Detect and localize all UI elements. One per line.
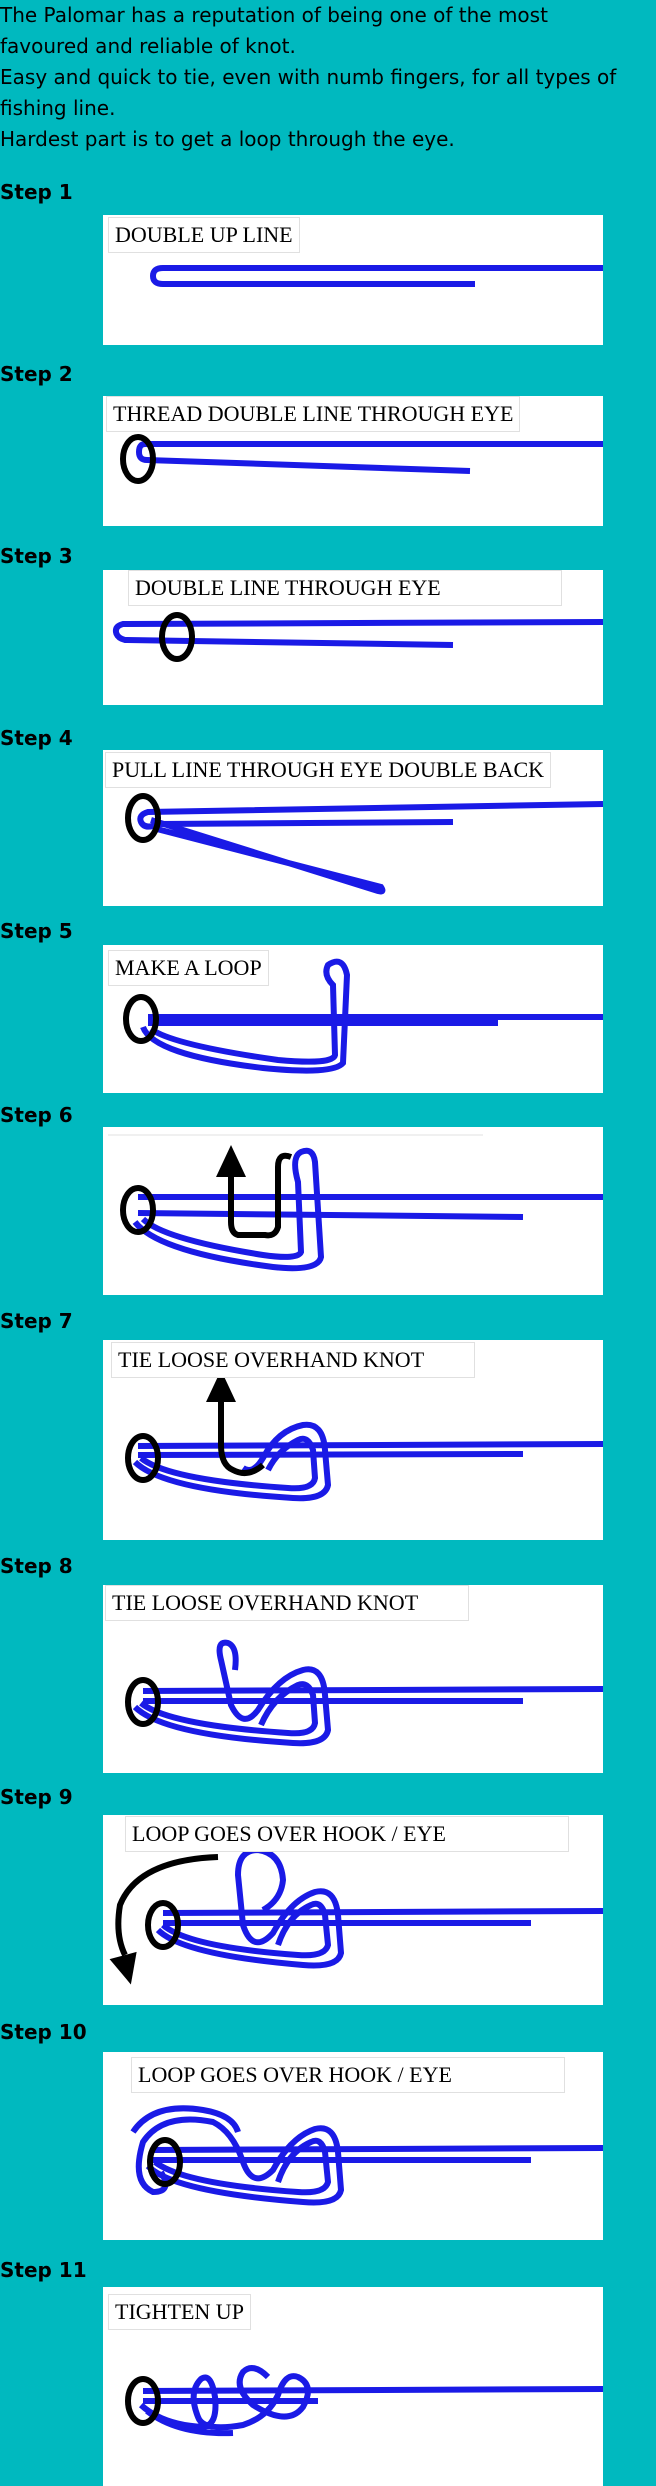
knot-diagram-step-4 <box>125 793 603 895</box>
step-9-caption: LOOP GOES OVER HOOK / EYE <box>125 1816 569 1852</box>
intro-line: fishing line. <box>0 96 116 120</box>
step-1-label: Step 1 <box>0 180 73 204</box>
step-8-image: TIE LOOSE OVERHAND KNOT <box>103 1585 603 1773</box>
intro-line: The Palomar has a reputation of being on… <box>0 3 548 27</box>
step-2-caption: THREAD DOUBLE LINE THROUGH EYE <box>106 396 521 432</box>
step-10-image: LOOP GOES OVER HOOK / EYE <box>103 2052 603 2240</box>
arrow-up-icon <box>216 1145 246 1177</box>
hook-eye-icon <box>125 1677 161 1727</box>
arrow-down-icon <box>109 1951 137 1985</box>
step-4-caption: PULL LINE THROUGH EYE DOUBLE BACK <box>105 752 552 788</box>
step-10-caption: LOOP GOES OVER HOOK / EYE <box>131 2057 565 2093</box>
step-2-image: THREAD DOUBLE LINE THROUGH EYE <box>103 396 603 526</box>
hook-eye-icon <box>120 434 156 484</box>
arrow-up-icon <box>206 1370 236 1402</box>
step-11-caption: TIGHTEN UP <box>108 2294 251 2330</box>
hook-eye-icon <box>159 612 195 662</box>
step-3-caption: DOUBLE LINE THROUGH EYE <box>128 570 562 606</box>
step-8-caption: TIE LOOSE OVERHAND KNOT <box>105 1585 469 1621</box>
knot-diagram-step-5 <box>123 958 603 1074</box>
step-6-label: Step 6 <box>0 1103 73 1127</box>
step-11-label: Step 11 <box>0 2258 87 2282</box>
step-4-label: Step 4 <box>0 726 73 750</box>
knot-diagram-step-9 <box>109 1846 603 1985</box>
knot-diagram-step-10 <box>130 2105 603 2206</box>
step-6-image <box>103 1127 603 1295</box>
hook-eye-icon <box>147 2137 183 2187</box>
hook-eye-icon <box>120 1185 156 1235</box>
knot-diagram-step-7 <box>125 1370 603 1502</box>
step-11-image: TIGHTEN UP <box>103 2287 603 2486</box>
knot-diagram-step-3 <box>112 612 603 662</box>
step-4-image: PULL LINE THROUGH EYE DOUBLE BACK <box>103 750 603 906</box>
step-7-image: TIE LOOSE OVERHAND KNOT <box>103 1340 603 1540</box>
step-5-label: Step 5 <box>0 919 73 943</box>
step-1-image: DOUBLE UP LINE <box>103 215 603 345</box>
step-9-label: Step 9 <box>0 1785 73 1809</box>
hook-eye-icon <box>145 1900 181 1950</box>
step-3-image: DOUBLE LINE THROUGH EYE <box>103 570 603 705</box>
hook-eye-icon <box>125 1433 161 1483</box>
knot-diagram-step-2 <box>120 434 603 484</box>
step-5-caption: MAKE A LOOP <box>108 950 269 986</box>
intro-text: The Palomar has a reputation of being on… <box>0 0 656 155</box>
step-10-label: Step 10 <box>0 2020 87 2044</box>
hook-eye-icon <box>125 793 161 843</box>
step-8-label: Step 8 <box>0 1554 73 1578</box>
step-2-label: Step 2 <box>0 362 73 386</box>
knot-diagram-step-8 <box>125 1639 603 1747</box>
knot-diagram-step-6 <box>108 1134 603 1272</box>
intro-line: favoured and reliable of knot. <box>0 34 296 58</box>
step-7-caption: TIE LOOSE OVERHAND KNOT <box>111 1342 475 1378</box>
intro-line: Easy and quick to tie, even with numb fi… <box>0 65 617 89</box>
knot-diagram-step-1 <box>149 265 603 287</box>
hook-eye-icon <box>125 2376 161 2426</box>
step-5-image: MAKE A LOOP <box>103 945 603 1093</box>
intro-line: Hardest part is to get a loop through th… <box>0 127 455 151</box>
step-9-image: LOOP GOES OVER HOOK / EYE <box>103 1815 603 2005</box>
knot-diagram-step-11 <box>125 2365 603 2437</box>
hook-eye-icon <box>123 994 159 1044</box>
step-1-caption: DOUBLE UP LINE <box>108 217 300 253</box>
step-7-label: Step 7 <box>0 1309 73 1333</box>
step-3-label: Step 3 <box>0 544 73 568</box>
